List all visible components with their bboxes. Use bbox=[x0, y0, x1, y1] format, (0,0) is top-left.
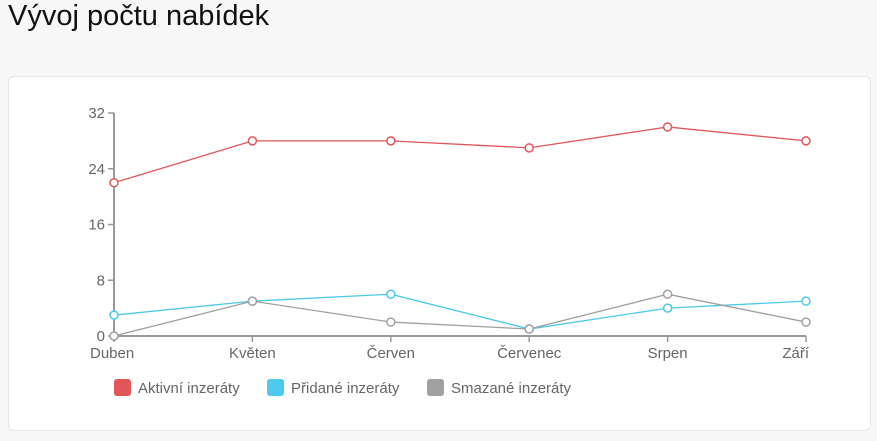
series-line-1 bbox=[113, 293, 807, 330]
x-tick-label: Srpen bbox=[648, 345, 688, 362]
legend-swatch bbox=[114, 379, 131, 396]
data-point bbox=[662, 289, 673, 299]
data-point bbox=[662, 122, 673, 132]
legend-label: Smazané inzeráty bbox=[451, 380, 572, 397]
data-point bbox=[524, 143, 534, 153]
chart-card bbox=[8, 76, 871, 431]
data-point bbox=[801, 317, 811, 327]
data-point bbox=[801, 136, 811, 146]
x-tick-label: Červenec bbox=[497, 345, 562, 362]
y-tick-label: 16 bbox=[88, 217, 105, 234]
data-point bbox=[801, 296, 811, 306]
series-line-2 bbox=[113, 293, 807, 337]
x-tick-label: Duben bbox=[90, 345, 134, 362]
y-tick-label: 8 bbox=[97, 272, 105, 289]
data-point bbox=[524, 324, 534, 334]
page-title: Vývoj počtu nabídek bbox=[8, 0, 270, 32]
data-point bbox=[109, 310, 119, 320]
x-tick-label: Září bbox=[782, 345, 810, 362]
y-tick-label: 24 bbox=[88, 161, 105, 178]
y-tick-label: 0 bbox=[97, 328, 105, 345]
legend-swatch bbox=[427, 379, 444, 396]
data-point bbox=[109, 177, 119, 188]
legend-label: Přidané inzeráty bbox=[291, 380, 400, 397]
x-tick-label: Květen bbox=[229, 345, 276, 362]
data-point bbox=[662, 303, 673, 313]
data-point bbox=[247, 136, 258, 146]
data-point bbox=[386, 289, 396, 299]
data-point bbox=[386, 317, 396, 327]
x-tick-label: Červen bbox=[367, 345, 415, 362]
data-point bbox=[109, 331, 119, 341]
data-point bbox=[247, 296, 258, 306]
series-line-0 bbox=[113, 126, 807, 184]
legend-label: Aktivní inzeráty bbox=[138, 380, 240, 397]
data-point bbox=[386, 136, 396, 146]
y-tick-label: 32 bbox=[88, 105, 105, 122]
legend-swatch bbox=[267, 379, 284, 396]
